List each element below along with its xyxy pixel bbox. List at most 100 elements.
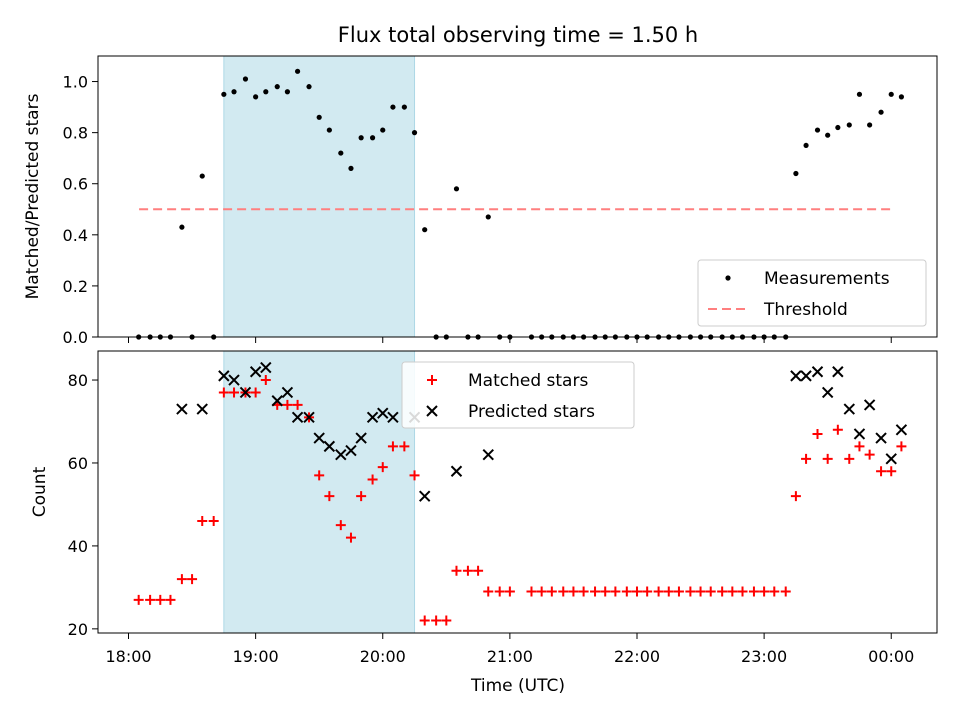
x-tick-label: 20:00 (360, 647, 406, 666)
predicted-star-point (811, 366, 824, 378)
matched-star-point (155, 594, 166, 605)
matched-star-point (409, 470, 420, 481)
measurement-point (338, 150, 344, 156)
matched-star-point (642, 586, 653, 597)
predicted-star-point (863, 399, 876, 411)
observing-window-shade (223, 350, 416, 634)
matched-star-point (663, 586, 674, 597)
matched-star-point (494, 586, 505, 597)
y-axis-label: Count (30, 466, 50, 517)
matched-star-point (292, 399, 303, 410)
matched-star-point (187, 574, 198, 585)
predicted-star-point (821, 386, 834, 399)
y-tick-label: 80 (68, 371, 88, 390)
legend-label: Matched stars (468, 371, 588, 391)
matched-star-point (399, 441, 410, 452)
measurement-point (485, 214, 491, 220)
matched-star-point (685, 586, 696, 597)
matched-star-point (769, 586, 780, 597)
matched-star-point (387, 441, 398, 452)
matched-star-point (165, 594, 176, 605)
matched-star-point (197, 516, 208, 527)
matched-star-point (473, 565, 484, 576)
matched-star-point (133, 594, 144, 605)
matched-star-point (832, 424, 843, 435)
chart-title: Flux total observing time = 1.50 h (338, 23, 698, 47)
matched-star-point (578, 586, 589, 597)
matched-star-point (896, 441, 907, 452)
matched-star-point (419, 615, 430, 626)
matched-star-point (822, 453, 833, 464)
top-panel: 0.0 0.2 0.4 0.6 0.8 1.0 Matched/Predicted star… (23, 55, 938, 347)
x-tick-label: 21:00 (487, 647, 533, 666)
matched-star-point (673, 586, 684, 597)
legend-box (697, 259, 927, 327)
measurement-point (294, 68, 301, 74)
measurement-point (263, 89, 269, 95)
matched-star-point (886, 466, 897, 477)
measurement-point (411, 130, 418, 136)
predicted-star-point (228, 374, 240, 386)
measurement-point (221, 91, 227, 97)
y-tick-label: 0.2 (63, 277, 88, 296)
predicted-star-point (323, 440, 336, 453)
predicted-star-point (196, 403, 208, 415)
y-axis-label: Matched/Predicted stars (23, 93, 43, 299)
measurement-point (814, 127, 821, 133)
predicted-star-point (843, 403, 855, 415)
matched-star-point (208, 516, 219, 527)
matched-star-point (717, 586, 728, 597)
measurement-point (179, 224, 185, 230)
predicted-star-point (218, 370, 230, 382)
matched-star-point (536, 586, 547, 597)
matched-star-point (759, 586, 770, 597)
measurement-point (878, 109, 884, 115)
y-tick-label: 60 (68, 454, 88, 473)
predicted-star-point (482, 448, 494, 461)
matched-star-point (504, 586, 515, 597)
predicted-star-point (832, 366, 844, 378)
matched-star-point (844, 453, 855, 464)
y-tick-label: 20 (68, 620, 88, 639)
matched-star-point (218, 387, 229, 398)
y-tick-label: 1.0 (63, 73, 88, 92)
measurement-point (390, 104, 396, 110)
measurement-point (199, 173, 205, 179)
matched-star-point (526, 586, 537, 597)
matched-star-point (367, 474, 378, 485)
predicted-star-point (355, 432, 367, 444)
predicted-star-point (800, 370, 812, 382)
matched-star-point (145, 594, 156, 605)
matched-star-point (653, 586, 664, 597)
matched-star-point (282, 399, 293, 410)
matched-star-point (610, 586, 621, 597)
measurement-point (274, 84, 280, 90)
predicted-star-point (895, 424, 908, 436)
matched-star-point (705, 586, 716, 597)
matched-star-point (727, 586, 738, 597)
matched-star-point (324, 491, 335, 502)
measurement-point (358, 135, 364, 141)
matched-star-point (854, 441, 865, 452)
x-tick-label: 19:00 (233, 647, 279, 666)
measurement-point (453, 186, 460, 192)
predicted-star-point (418, 490, 431, 502)
y-tick-label: 0.4 (63, 226, 88, 245)
matched-star-point (621, 586, 632, 597)
predicted-star-point (291, 411, 304, 424)
matched-star-point (441, 615, 452, 626)
measurement-point (401, 104, 407, 110)
matched-star-point (812, 428, 823, 439)
measurement-point (380, 127, 386, 133)
legend-label: Threshold (763, 300, 848, 320)
x-axis-label: Time (UTC) (470, 676, 565, 696)
predicted-star-point (450, 465, 463, 477)
matched-star-point (451, 565, 462, 576)
x-tick-label: 23:00 (741, 647, 787, 666)
predicted-star-point (345, 444, 357, 457)
matched-star-point (229, 387, 240, 398)
measurement-point (803, 142, 809, 149)
y-tick-label: 0.0 (63, 328, 88, 347)
predicted-star-point (281, 386, 294, 399)
y-tick-label: 0.8 (63, 124, 88, 143)
